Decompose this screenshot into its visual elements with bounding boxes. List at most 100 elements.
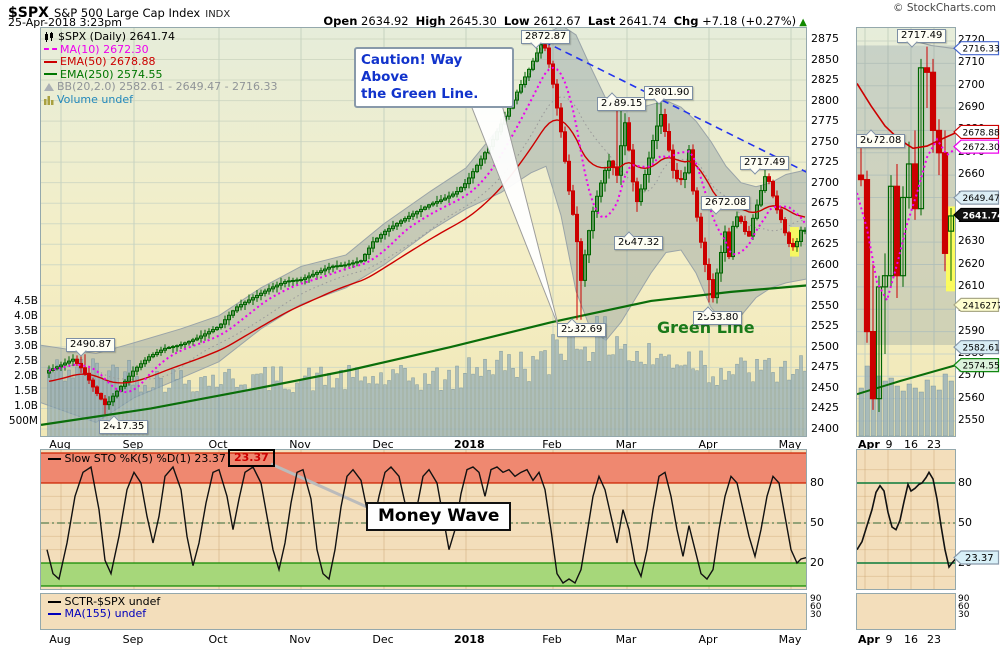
- price-label-callout: 2789.15: [597, 92, 647, 111]
- axis-callout-2574.55: 2574.55: [953, 358, 1000, 373]
- axis-callout-2678.88: 2678.88: [953, 124, 1000, 140]
- symbol: $SPX: [8, 5, 49, 21]
- sto-legend-text: Slow STO %K(5) %D(1) 23.37: [64, 452, 226, 465]
- sto-y-axis-tick-label: 50: [810, 516, 824, 529]
- svg-text:23.37: 23.37: [965, 553, 994, 564]
- sto-mini-y-axis-tick-label: 50: [958, 516, 972, 529]
- change-up-arrow-icon: ▲: [796, 17, 807, 28]
- svg-text:2641.74: 2641.74: [963, 211, 1000, 221]
- volume-axis-tick-label: 4.0B: [14, 310, 38, 322]
- caution-line2: the Green Line.: [361, 85, 479, 102]
- mini-y-axis-tick-label: 2590: [958, 324, 985, 337]
- y-axis-tick-label: 2875: [811, 32, 839, 45]
- x-axis-month-label: Dec: [372, 633, 394, 646]
- sto-legend-swatch: [48, 458, 61, 460]
- quote-low-value: 2612.67: [529, 14, 581, 28]
- y-axis-tick-label: 2650: [811, 216, 839, 230]
- axis-callout-2649.47: 2649.47: [953, 190, 1000, 205]
- mini-x-axis-label: 9: [885, 633, 893, 646]
- sctr-mini-y-axis-tick-label: 30: [958, 610, 970, 620]
- legend-item-label: $SPX (Daily) 2641.74: [58, 30, 176, 43]
- sctr-y-axis-tick-label: 30: [810, 610, 822, 620]
- legend-item: MA(10) 2672.30: [44, 43, 149, 56]
- price-label-callout: 2532.69: [557, 318, 607, 337]
- caution-line1: Caution! Way Above: [361, 52, 463, 85]
- mini-y-axis-tick-label: 2620: [958, 257, 985, 270]
- y-axis-tick-label: 2700: [811, 175, 839, 189]
- price-label-callout: 2672.08: [856, 129, 906, 148]
- sto-value-callout: 23.37: [953, 550, 1000, 565]
- quote-last-value: 2641.74: [615, 14, 667, 28]
- axis-callout-2416277: 2416277: [953, 297, 1000, 312]
- mini-y-axis-tick-label: 2690: [958, 101, 985, 114]
- y-axis-tick-label: 2675: [811, 196, 839, 210]
- exchange: INDX: [205, 9, 231, 20]
- y-axis-tick-label: 2425: [811, 401, 839, 415]
- quote-high-label: High: [415, 14, 446, 28]
- price-label-callout: 2717.49: [740, 156, 790, 175]
- legend-item: EMA(250) 2574.55: [44, 68, 163, 81]
- x-axis-month-label: Apr: [698, 438, 718, 451]
- caution-annotation: Caution! Way Above the Green Line.: [354, 47, 514, 108]
- legend-item-label: Volume undef: [57, 93, 133, 106]
- mini-y-axis-tick-label: 2700: [958, 78, 985, 91]
- x-axis-month-label: Dec: [372, 438, 394, 451]
- axis-callout-2641.74: 2641.74: [953, 207, 1000, 223]
- volume-axis-tick-label: 1.5B: [14, 385, 38, 397]
- mini-axis-callouts: 2716.33 2678.88 2672.30 2649.47 2641.74 24162…: [953, 41, 1000, 373]
- mini-y-axis-tick-label: 2550: [958, 414, 985, 426]
- volume-axis-tick-label: 500M: [8, 415, 38, 427]
- legend-item: Volume undef: [44, 93, 133, 106]
- x-axis-month-label: 2018: [454, 438, 485, 451]
- x-axis-month-label: Aug: [49, 438, 71, 451]
- mini-y-axis-tick-label: 2710: [958, 56, 985, 69]
- x-axis-month-label: May: [778, 633, 802, 646]
- svg-text:2678.88: 2678.88: [963, 128, 1000, 138]
- x-axis-month-label: Feb: [542, 633, 562, 646]
- sto-mini-callout: 23.37: [953, 550, 1000, 565]
- copyright: © StockCharts.com: [893, 2, 996, 14]
- svg-text:2649.47: 2649.47: [963, 194, 1000, 204]
- legend-item-label: MA(10) 2672.30: [60, 42, 149, 56]
- price-label-callout: 2672.08: [701, 196, 751, 215]
- y-axis-tick-label: 2475: [811, 360, 839, 374]
- quote-last-label: Last: [587, 14, 616, 28]
- ma155-swatch: [48, 613, 61, 615]
- ma155-legend-text: MA(155) undef: [64, 607, 147, 620]
- y-axis-tick-label: 2525: [811, 319, 839, 333]
- volume-axis-tick-label: 2.5B: [14, 355, 38, 367]
- quote-low-label: Low: [503, 14, 530, 28]
- quote-chg-value: +7.18 (+0.27%): [698, 14, 797, 28]
- quote-open-value: 2634.92: [357, 14, 409, 28]
- y-axis-tick-label: 2800: [811, 93, 839, 107]
- x-axis-month-label: Apr: [698, 633, 718, 646]
- legend-item: EMA(50) 2678.88: [44, 55, 156, 68]
- line-icon: [44, 60, 57, 63]
- legend-item-label: EMA(250) 2574.55: [60, 67, 163, 81]
- mini-x-axis-label: 23: [927, 438, 941, 451]
- x-axis-month-label: 2018: [454, 633, 485, 646]
- sto-main-chart: [41, 450, 806, 589]
- mini-y-axis-tick-label: 2610: [958, 279, 985, 292]
- y-axis-tick-label: 2625: [811, 237, 839, 251]
- svg-text:2574.55: 2574.55: [963, 362, 1000, 372]
- sctr-mini-y-axis-tick-label: 90: [958, 594, 970, 604]
- area-icon: [44, 82, 54, 91]
- sto-mini-y-axis-tick-label: 80: [958, 476, 972, 489]
- mini-price-chart: [857, 28, 955, 436]
- quote-chg-label: Chg: [673, 14, 699, 28]
- legend-item-label: EMA(50) 2678.88: [60, 55, 156, 69]
- x-axis-month-label: Sep: [122, 438, 144, 451]
- bars-icon: [44, 95, 54, 105]
- dashed-line-icon: [44, 48, 57, 51]
- quote-open-label: Open: [323, 14, 358, 28]
- sto-boxed-value: 23.37: [228, 449, 275, 467]
- mini-y-axis-tick-label: 2570: [958, 369, 985, 382]
- sctr-swatch: [48, 601, 61, 603]
- axis-callout-2716.33: 2716.33: [953, 41, 1000, 56]
- price-label-callout: 2417.35: [99, 415, 149, 434]
- sctr-main-panel: [40, 593, 807, 630]
- candlestick-icon: [45, 31, 53, 42]
- sctr-legend-line1: SCTR-$SPX undef: [48, 595, 160, 608]
- svg-text:2582.61: 2582.61: [963, 344, 1000, 354]
